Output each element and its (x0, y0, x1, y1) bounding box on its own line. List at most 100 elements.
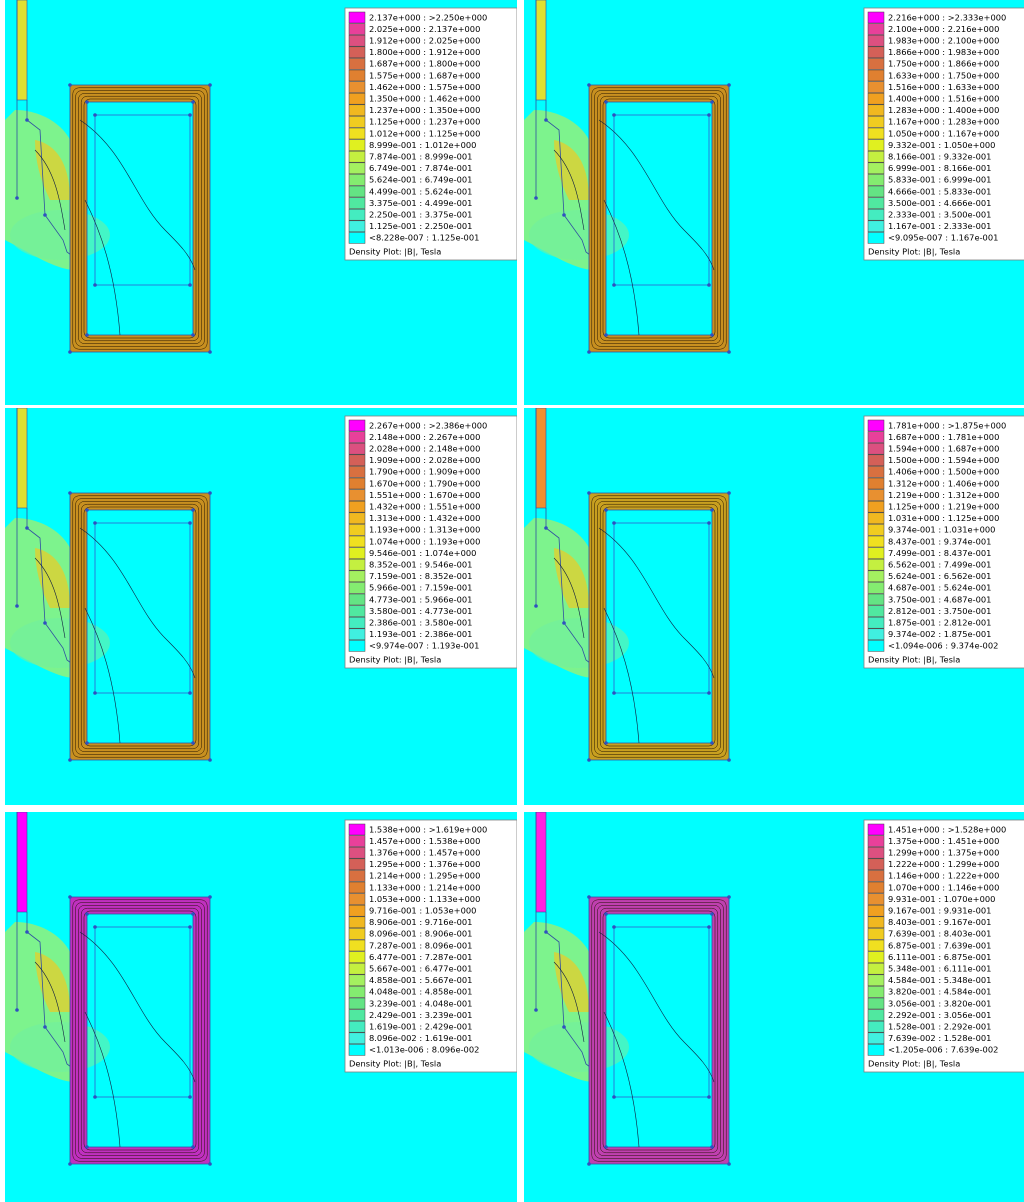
node (534, 1008, 538, 1012)
stub (536, 408, 546, 508)
legend-swatch (868, 963, 884, 974)
legend-caption: Density Plot: |B|, Tesla (868, 655, 960, 665)
legend-label: 2.148e+000 : 2.267e+000 (369, 432, 480, 442)
legend-swatch (349, 186, 365, 197)
legend-swatch (868, 824, 884, 835)
legend-swatch (349, 443, 365, 454)
legend-swatch (868, 940, 884, 951)
legend-label: 4.048e-001 : 4.858e-001 (369, 987, 472, 997)
plot-panel: 2.216e+000 : >2.333e+0002.100e+000 : 2.2… (524, 0, 1024, 405)
legend-label: 1.400e+000 : 1.516e+000 (888, 94, 999, 104)
node (544, 526, 548, 530)
legend-swatch (349, 513, 365, 524)
node (727, 491, 731, 495)
legend-swatch (349, 536, 365, 547)
node (612, 1095, 616, 1099)
node (208, 895, 212, 899)
legend-swatch (868, 917, 884, 928)
legend: 2.267e+000 : >2.386e+0002.148e+000 : 2.2… (345, 416, 517, 668)
legend-label: 9.374e-001 : 1.031e+000 (888, 525, 995, 535)
node (710, 1145, 714, 1149)
legend-label: 4.499e-001 : 5.624e-001 (369, 186, 472, 196)
legend-label: 1.909e+000 : 2.028e+000 (369, 455, 480, 465)
legend-swatch (868, 952, 884, 963)
legend-swatch (349, 975, 365, 986)
node (68, 758, 72, 762)
legend-swatch (349, 82, 365, 93)
legend-swatch (868, 536, 884, 547)
node (191, 912, 195, 916)
legend-label: 3.239e-001 : 4.048e-001 (369, 998, 472, 1008)
legend-swatch (349, 35, 365, 46)
legend-swatch (868, 105, 884, 116)
legend-label: 8.999e-001 : 1.012e+000 (369, 140, 476, 150)
node (562, 213, 566, 217)
legend-swatch (868, 198, 884, 209)
legend-label: 6.562e-001 : 7.499e-001 (888, 560, 991, 570)
node (707, 925, 711, 929)
legend-swatch (349, 24, 365, 35)
legend: 1.538e+000 : >1.619e+0001.457e+000 : 1.5… (345, 820, 517, 1072)
legend-label: 9.167e-001 : 9.931e-001 (888, 906, 991, 916)
legend-swatch (349, 93, 365, 104)
legend-label: 1.594e+000 : 1.687e+000 (888, 444, 999, 454)
legend-swatch (349, 116, 365, 127)
legend-label: 4.858e-001 : 5.667e-001 (369, 975, 472, 985)
legend-swatch (349, 963, 365, 974)
legend-swatch (868, 594, 884, 605)
legend-label: <8.228e-007 : 1.125e-001 (369, 233, 479, 243)
legend-label: 1.146e+000 : 1.222e+000 (888, 871, 999, 881)
legend-swatch (349, 594, 365, 605)
legend-swatch (868, 35, 884, 46)
legend-label: 1.295e+000 : 1.376e+000 (369, 859, 480, 869)
legend-label: <9.974e-007 : 1.193e-001 (369, 641, 479, 651)
node (727, 350, 731, 354)
stub (17, 408, 27, 508)
legend-swatch (868, 47, 884, 58)
legend-swatch (349, 905, 365, 916)
legend-swatch (349, 128, 365, 139)
node (93, 283, 97, 287)
plot-area: 1.538e+000 : >1.619e+0001.457e+000 : 1.5… (5, 812, 517, 1202)
node (68, 1162, 72, 1166)
legend-swatch (868, 209, 884, 220)
legend-label: <9.095e-007 : 1.167e-001 (888, 233, 998, 243)
legend-label: 1.781e+000 : >1.875e+000 (888, 420, 1006, 430)
legend-swatch (349, 163, 365, 174)
legend-label: 8.096e-002 : 1.619e-001 (369, 1033, 472, 1043)
node (25, 526, 29, 530)
node (604, 333, 608, 337)
node (208, 491, 212, 495)
node (15, 1008, 19, 1012)
legend-label: 5.833e-001 : 6.999e-001 (888, 175, 991, 185)
legend-label: 7.159e-001 : 8.352e-001 (369, 571, 472, 581)
legend-label: 1.528e-001 : 2.292e-001 (888, 1022, 991, 1032)
legend-label: 1.451e+000 : >1.528e+000 (888, 824, 1006, 834)
legend-label: 1.167e-001 : 2.333e-001 (888, 221, 991, 231)
legend-label: 8.096e-001 : 8.906e-001 (369, 929, 472, 939)
node (534, 604, 538, 608)
legend-swatch (349, 1044, 365, 1055)
node (93, 691, 97, 695)
plot-panel: 1.781e+000 : >1.875e+000 1.687e+000 : 1.7… (524, 408, 1024, 805)
legend-swatch (868, 490, 884, 501)
legend-swatch (868, 847, 884, 858)
legend-swatch (868, 859, 884, 870)
node (85, 912, 89, 916)
legend-label: 1.125e+000 : 1.219e+000 (888, 502, 999, 512)
legend-swatch (868, 128, 884, 139)
legend-label: 1.283e+000 : 1.400e+000 (888, 105, 999, 115)
legend-label: 2.812e-001 : 3.750e-001 (888, 606, 991, 616)
node (191, 100, 195, 104)
legend-swatch (349, 847, 365, 858)
legend-label: 1.687e+000 : 1.781e+000 (888, 432, 999, 442)
legend-swatch (349, 198, 365, 209)
node (587, 350, 591, 354)
node (604, 1145, 608, 1149)
node (208, 350, 212, 354)
node (710, 100, 714, 104)
legend-swatch (349, 221, 365, 232)
node (43, 621, 47, 625)
legend-swatch (868, 524, 884, 535)
